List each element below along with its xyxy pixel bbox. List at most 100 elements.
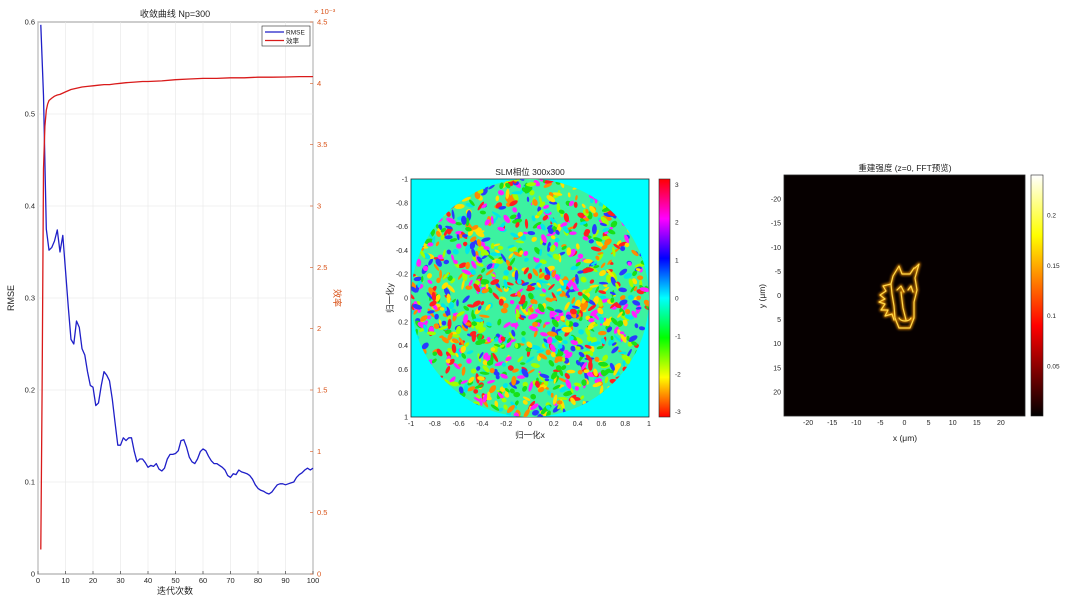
speckle-blob — [592, 229, 599, 238]
speckle-blob — [462, 234, 468, 238]
speckle-blob — [529, 190, 535, 196]
speckle-blob — [576, 309, 580, 315]
colorbar-tick-label: 3 — [675, 182, 679, 189]
speckle-blob — [541, 288, 547, 293]
x-tick-label: 0 — [528, 421, 532, 428]
speckle-blob — [463, 314, 469, 324]
y-tick-label: 15 — [773, 365, 781, 372]
speckle-blob — [451, 254, 455, 261]
speckle-blob — [454, 203, 465, 210]
speckle-blob — [503, 404, 508, 410]
speckle-blob — [590, 261, 598, 266]
speckle-blob — [497, 392, 505, 400]
speckle-blob — [609, 291, 616, 296]
speckle-blob — [632, 278, 638, 285]
speckle-blob — [598, 281, 609, 285]
speckle-blob — [606, 274, 612, 283]
speckle-blob — [482, 360, 488, 366]
speckle-blob — [447, 332, 453, 341]
speckle-blob — [530, 344, 541, 351]
speckle-blob — [505, 188, 510, 199]
speckle-blob — [500, 253, 507, 263]
speckle-blob — [487, 286, 493, 294]
speckle-blob — [462, 241, 468, 247]
speckle-blob — [490, 252, 498, 257]
speckle-blob — [574, 382, 582, 387]
speckle-blob — [488, 184, 495, 190]
speckle-blob — [490, 273, 496, 278]
speckle-blob — [468, 279, 473, 287]
x-tick-label: 5 — [927, 420, 931, 427]
y-right-tick-label: 0.5 — [317, 508, 327, 517]
speckle-blob — [444, 379, 453, 386]
speckle-blob — [583, 259, 593, 264]
speckle-blob — [445, 366, 451, 374]
speckle-blob — [453, 259, 458, 265]
speckle-blob — [628, 278, 634, 288]
speckle-blob — [545, 349, 551, 356]
speckle-blob — [532, 199, 538, 206]
speckle-blob — [575, 243, 580, 250]
speckle-blob — [526, 341, 533, 348]
speckle-blob — [581, 379, 587, 386]
speckle-blob — [589, 284, 599, 288]
speckle-blob — [461, 196, 472, 202]
speckle-blob — [594, 198, 598, 204]
speckle-blob — [613, 243, 621, 249]
x-tick-label: 50 — [171, 576, 179, 585]
speckle-blob — [494, 337, 499, 342]
speckle-blob — [491, 211, 502, 218]
speckle-blob — [589, 205, 596, 214]
speckle-blob — [434, 294, 441, 303]
speckle-blob — [445, 329, 452, 334]
speckle-blob — [446, 293, 451, 304]
plot3-colorbar-ticks: 0.05 0.1 0.15 0.2 — [1047, 213, 1060, 371]
speckle-blob — [461, 215, 467, 225]
speckle-blob — [618, 351, 627, 355]
x-tick-label: 10 — [61, 576, 69, 585]
speckle-blob — [495, 259, 504, 264]
speckle-blob — [473, 397, 482, 402]
y-tick-label: 0.1 — [25, 478, 35, 487]
speckle-blob — [539, 293, 546, 297]
speckle-blob — [477, 230, 485, 234]
speckle-blob — [509, 257, 516, 266]
speckle-blob — [435, 223, 439, 229]
speckle-blob — [604, 376, 609, 384]
speckle-blob — [562, 340, 568, 345]
speckle-blob — [420, 275, 424, 283]
plot2-ticks: -1 -0.8 -0.6 -0.4 -0.2 0 0.2 0.4 0.6 0.8 1-1-0.8-0… — [396, 177, 651, 429]
speckle-blob — [572, 322, 579, 328]
y-tick-label: 0.2 — [25, 386, 35, 395]
speckle-blob — [437, 227, 442, 236]
speckle-blob — [553, 222, 559, 228]
speckle-blob — [515, 222, 520, 228]
speckle-blob — [530, 393, 537, 400]
speckle-blob — [550, 312, 558, 316]
speckle-blob — [593, 368, 598, 377]
speckle-blob — [546, 336, 553, 345]
plot1-legend[interactable]: RMSE 效率 — [261, 25, 311, 47]
speckle-blob — [509, 299, 515, 305]
speckle-blob — [525, 356, 535, 363]
speckle-blob — [475, 261, 484, 267]
y-right-tick-label: 3.5 — [317, 140, 327, 149]
speckle-blob — [514, 343, 519, 349]
speckle-blob — [620, 334, 627, 343]
speckle-blob — [564, 373, 570, 379]
y-tick-label: -0.6 — [396, 224, 408, 231]
speckle-blob — [487, 379, 495, 384]
speckle-blob — [558, 311, 564, 317]
speckle-blob — [610, 335, 614, 341]
speckle-blob — [479, 210, 486, 215]
speckle-blob — [588, 360, 593, 371]
speckle-blob — [465, 226, 472, 232]
speckle-blob — [514, 400, 519, 406]
speckle-blob — [416, 258, 422, 267]
y-tick-label: 0.6 — [25, 18, 35, 27]
speckle-blob — [486, 322, 492, 327]
y-right-tick-label: 2 — [317, 324, 321, 333]
speckle-blob — [561, 245, 567, 250]
speckle-blob — [519, 179, 525, 181]
